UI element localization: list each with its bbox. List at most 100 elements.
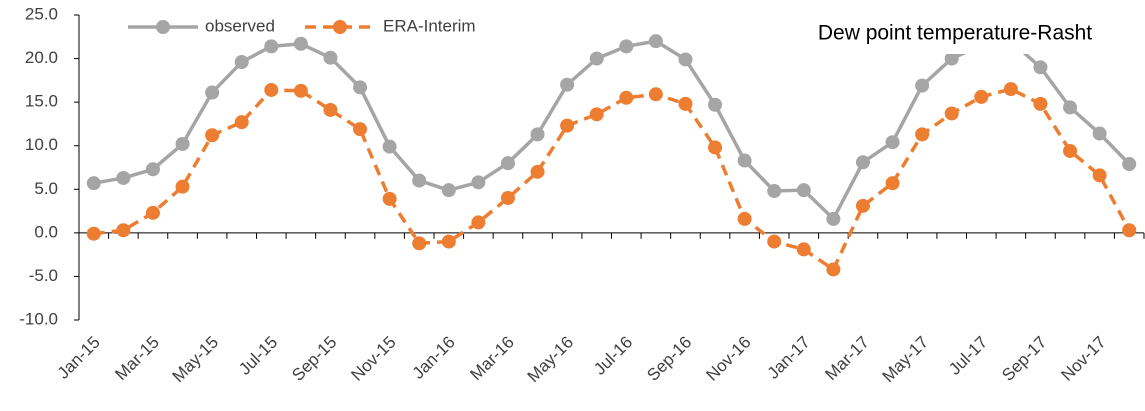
point: [116, 223, 131, 238]
x-tick-label: Nov-17: [1057, 333, 1109, 385]
x-tick-label: Sep-17: [998, 333, 1050, 385]
y-tick-label: 25.0: [25, 4, 58, 23]
x-tick-label: Jan-16: [409, 333, 459, 383]
point: [264, 82, 279, 97]
point: [175, 179, 190, 194]
y-tick-label: -5.0: [29, 266, 58, 285]
point: [1092, 126, 1107, 141]
point: [530, 164, 545, 179]
point: [708, 140, 723, 155]
legend-marker: [333, 20, 347, 34]
point: [737, 153, 752, 168]
point: [471, 175, 486, 190]
x-tick-label: Mar-16: [466, 333, 518, 385]
point: [234, 115, 249, 130]
x-tick-label: Mar-17: [821, 333, 873, 385]
point: [1033, 60, 1048, 75]
chart-title: Dew point temperature-Rasht: [818, 22, 1092, 45]
point: [530, 127, 545, 142]
y-tick-label: -10.0: [19, 309, 58, 328]
legend-label: observed: [205, 16, 275, 35]
point: [86, 176, 101, 191]
x-tick-label: May-16: [524, 333, 578, 387]
y-tick-label: 10.0: [25, 135, 58, 154]
point: [648, 87, 663, 102]
x-tick-label: Sep-16: [643, 333, 695, 385]
point: [619, 90, 634, 105]
point: [885, 135, 900, 150]
point: [145, 162, 160, 177]
x-tick-label: Mar-15: [111, 333, 163, 385]
point: [145, 205, 160, 220]
point: [796, 242, 811, 257]
point: [619, 39, 634, 54]
point: [826, 211, 841, 226]
point: [205, 128, 220, 143]
point: [116, 170, 131, 185]
y-tick-label: 0.0: [34, 222, 58, 241]
point: [855, 198, 870, 213]
point: [796, 183, 811, 198]
point: [855, 155, 870, 170]
point: [589, 107, 604, 122]
point: [1092, 168, 1107, 183]
point: [1122, 223, 1137, 238]
point: [885, 176, 900, 191]
x-tick-label: Jul-17: [945, 333, 991, 379]
point: [1063, 143, 1078, 158]
point: [944, 106, 959, 121]
y-tick-label: 5.0: [34, 179, 58, 198]
point: [560, 118, 575, 133]
point: [678, 96, 693, 111]
point: [826, 262, 841, 277]
point: [648, 34, 663, 49]
x-tick-label: Jul-16: [590, 333, 636, 379]
legend-label: ERA-Interim: [383, 16, 476, 35]
point: [175, 136, 190, 151]
x-tick-label: May-17: [879, 333, 933, 387]
title-box: [765, 12, 1140, 54]
series-line: [93, 87, 1131, 273]
point: [471, 215, 486, 230]
point: [1122, 157, 1137, 172]
x-tick-label: Nov-16: [702, 333, 754, 385]
point: [86, 226, 101, 241]
point: [678, 52, 693, 67]
point: [500, 191, 515, 205]
x-tick-label: Jul-15: [235, 333, 281, 379]
x-tick-label: May-15: [169, 333, 223, 387]
point: [353, 122, 368, 137]
point: [293, 36, 308, 51]
y-tick-label: 15.0: [25, 92, 58, 111]
x-tick-label: Jan-17: [764, 333, 814, 383]
point: [589, 51, 604, 66]
y-tick-label: 20.0: [25, 48, 58, 67]
point: [264, 39, 279, 54]
point: [205, 85, 220, 100]
point: [500, 156, 515, 171]
point: [382, 191, 397, 206]
point: [1063, 100, 1078, 115]
point: [441, 183, 456, 198]
point: [708, 97, 723, 112]
point: [323, 50, 338, 65]
x-tick-label: Jan-15: [54, 333, 104, 383]
point: [767, 184, 782, 199]
point: [737, 211, 752, 226]
point: [767, 234, 782, 249]
point: [1003, 82, 1018, 97]
x-tick-label: Nov-15: [347, 333, 399, 385]
point: [382, 139, 397, 154]
point: [1033, 96, 1048, 111]
point: [412, 236, 427, 251]
point: [323, 102, 338, 117]
series-line: [93, 39, 1131, 222]
point: [234, 55, 249, 70]
x-tick-label: Sep-15: [288, 333, 340, 385]
point: [944, 51, 959, 66]
point: [441, 234, 456, 249]
point: [353, 80, 368, 95]
point: [974, 89, 989, 104]
legend-marker: [156, 20, 170, 34]
point: [412, 173, 427, 188]
